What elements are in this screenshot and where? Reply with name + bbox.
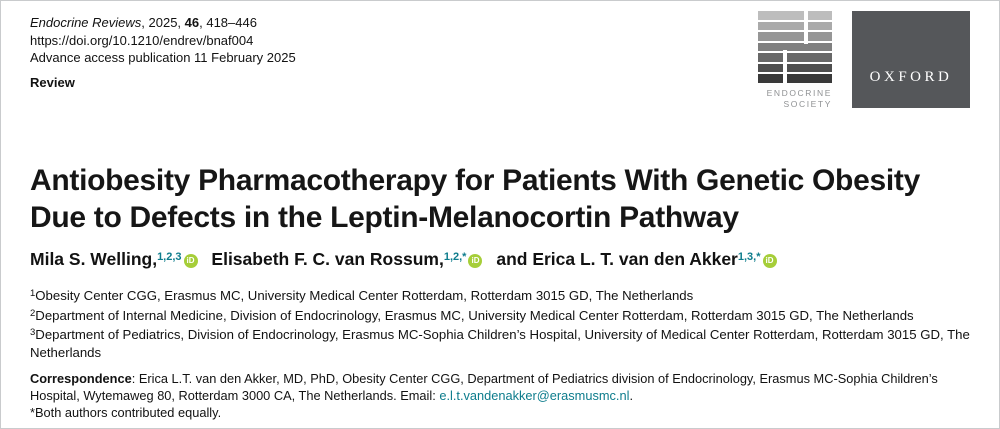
logo-bar xyxy=(758,11,832,20)
orcid-icon[interactable]: iD xyxy=(762,254,777,268)
affiliation-line: 3Department of Pediatrics, Division of E… xyxy=(30,324,970,361)
oxford-wordmark: OXFORD xyxy=(869,69,953,85)
affiliation-number: 3 xyxy=(30,327,36,339)
logo-bar xyxy=(758,32,832,41)
affiliation-list: 1Obesity Center CGG, Erasmus MC, Univers… xyxy=(30,285,970,361)
author-list: Mila S. Welling,1,2,3 iD Elisabeth F. C. … xyxy=(30,249,970,270)
correspondence-suffix: . xyxy=(629,388,633,404)
doi-text: https://doi.org/10.1210/endrev/bnaf004 xyxy=(30,32,254,48)
author-superscript: 1,2,* xyxy=(443,251,467,263)
affiliation-line: 1Obesity Center CGG, Erasmus MC, Univers… xyxy=(30,285,970,305)
affiliation-number: 2 xyxy=(30,307,36,319)
correspondence-paragraph: Correspondence: Erica L.T. van den Akker… xyxy=(30,371,970,405)
article-type-label: Review xyxy=(30,74,75,90)
publisher-logos: ENDOCRINE SOCIETY OXFORD xyxy=(758,11,970,110)
endocrine-wordmark-line1: ENDOCRINE xyxy=(766,88,832,98)
logo-bar xyxy=(758,63,832,73)
affiliation-text: Department of Pediatrics, Division of En… xyxy=(30,327,970,360)
advance-access-line: Advance access publication 11 February 2… xyxy=(30,50,296,65)
article-title: Antiobesity Pharmacotherapy for Patients… xyxy=(30,164,920,234)
author: Elisabeth F. C. van Rossum,1,2,* iD xyxy=(211,249,483,269)
logo-bar xyxy=(758,53,832,62)
author: and Erica L. T. van den Akker1,3,* iD xyxy=(496,249,777,269)
endocrine-society-wordmark: ENDOCRINE SOCIETY xyxy=(758,88,832,110)
endocrine-society-mark xyxy=(758,11,832,84)
affiliation-text: Obesity Center CGG, Erasmus MC, Universi… xyxy=(35,288,694,303)
email-link[interactable]: e.l.t.vandenakker@erasmusmc.nl xyxy=(439,388,630,404)
affiliation-number: 1 xyxy=(30,288,36,299)
volume-number: 46 xyxy=(184,15,200,30)
author-superscript: 1,3,* xyxy=(737,251,761,263)
endocrine-society-logo[interactable]: ENDOCRINE SOCIETY xyxy=(758,11,832,110)
orcid-icon[interactable]: iD xyxy=(183,254,198,268)
orcid-icon[interactable]: iD xyxy=(468,254,483,268)
endocrine-wordmark-line2: SOCIETY xyxy=(783,99,832,109)
logo-bar xyxy=(758,21,832,31)
affiliation-text: Department of Internal Medicine, Divisio… xyxy=(35,307,914,323)
author-name: Elisabeth F. C. van Rossum, xyxy=(211,249,444,269)
author-superscript: 1,2,3 xyxy=(157,251,182,263)
citation-block: Endocrine Reviews, 2025, 46, 418–446 htt… xyxy=(30,11,296,91)
logo-bar xyxy=(758,74,832,84)
citation-line: Endocrine Reviews, 2025, 46, 418–446 xyxy=(30,14,296,32)
oxford-logo[interactable]: OXFORD xyxy=(852,11,970,108)
citation-middle: , 2025, xyxy=(141,15,185,30)
equal-contribution-note: *Both authors contributed equally. xyxy=(30,404,222,420)
author-name: and Erica L. T. van den Akker xyxy=(496,249,738,269)
masthead: Endocrine Reviews, 2025, 46, 418–446 htt… xyxy=(30,11,970,110)
affiliation-line: 2Department of Internal Medicine, Divisi… xyxy=(30,305,970,325)
author-name: Mila S. Welling, xyxy=(30,249,158,269)
author: Mila S. Welling,1,2,3 iD xyxy=(30,249,198,269)
correspondence-label: Correspondence xyxy=(30,371,132,387)
journal-name: Endocrine Reviews xyxy=(30,15,142,30)
citation-pages: , 418–446 xyxy=(199,15,257,30)
correspondence-text: : Erica L.T. van den Akker, MD, PhD, Obe… xyxy=(30,371,938,404)
logo-bar xyxy=(758,42,832,52)
